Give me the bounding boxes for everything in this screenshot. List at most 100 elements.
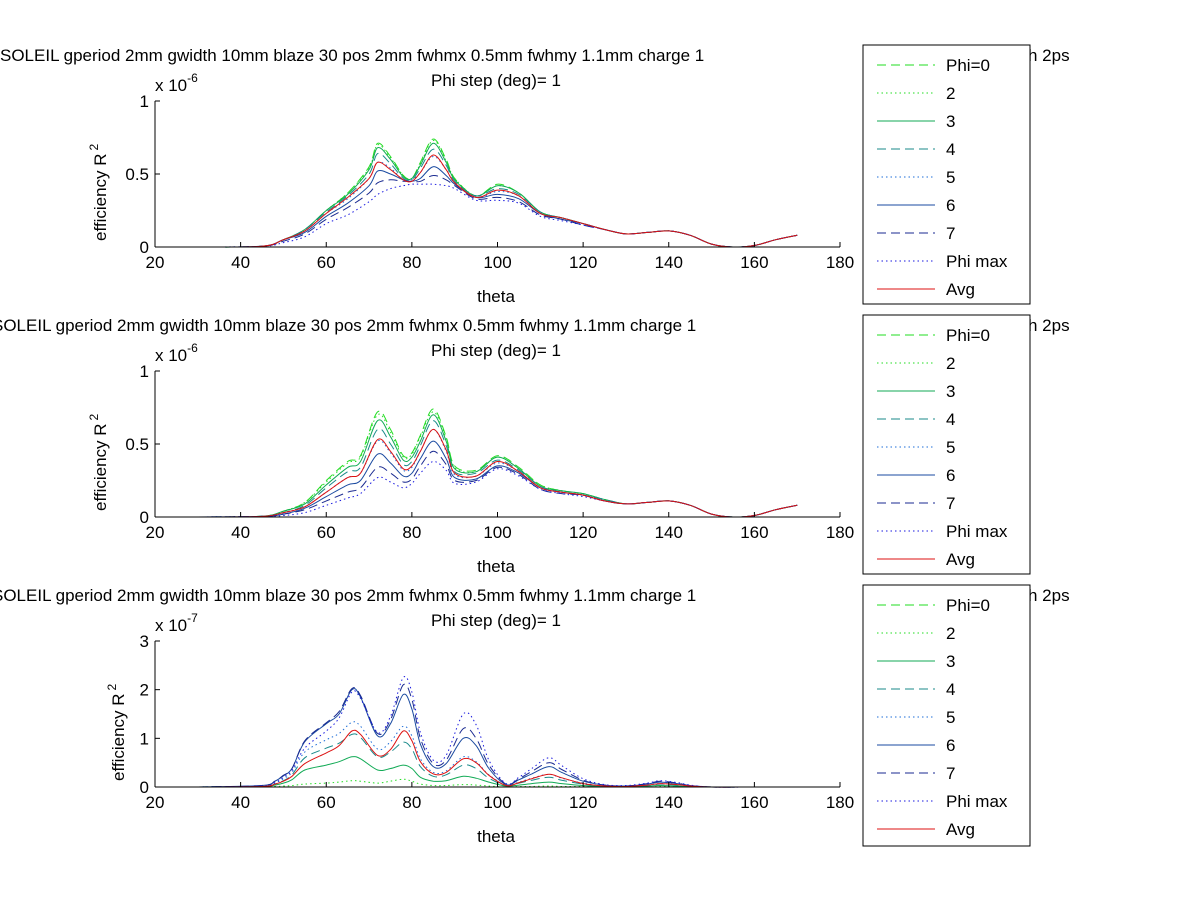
legend-label: 5 <box>946 168 955 187</box>
panel-3: SOLEIL gperiod 2mm gwidth 10mm blaze 30 … <box>0 584 1070 847</box>
legend-label: Phi max <box>946 522 1008 541</box>
panel-3-plot-area: 20 40 60 80 100 120 140 160 180 0 1 2 3 <box>140 632 855 812</box>
y-tick-label: 0.5 <box>125 435 149 454</box>
x-tick-label: 120 <box>569 253 597 272</box>
panel-3-x-axis-label: theta <box>477 827 515 846</box>
x-tick-label: 140 <box>655 523 683 542</box>
x-tick-label: 100 <box>483 253 511 272</box>
legend-label: 7 <box>946 224 955 243</box>
legend-label: 6 <box>946 466 955 485</box>
legend-label: 6 <box>946 736 955 755</box>
panel-1-subtitle: Phi step (deg)= 1 <box>431 71 561 90</box>
y-tick-label: 0 <box>140 508 149 527</box>
panel-2-legend-box <box>862 314 1031 575</box>
x-tick-label: 60 <box>317 523 336 542</box>
y-tick-label: 0.5 <box>125 165 149 184</box>
panel-1-plot-area: 20 40 60 80 100 120 140 160 180 0 0.5 1 <box>125 92 854 272</box>
panel-1-exponent: x 10-6 <box>155 71 198 95</box>
panel-3-series-line-7 <box>197 683 798 788</box>
legend-label: 4 <box>946 410 955 429</box>
panel-3-exponent: x 10-7 <box>155 611 198 635</box>
x-tick-label: 180 <box>826 523 854 542</box>
x-tick-label: 120 <box>569 793 597 812</box>
legend-label: 4 <box>946 680 955 699</box>
panel-2-series-line-7 <box>197 450 798 518</box>
panel-2-plot-area: 20 40 60 80 100 120 140 160 180 0 0.5 1 <box>125 362 854 542</box>
y-tick-label: 3 <box>140 632 149 651</box>
x-tick-label: 40 <box>231 793 250 812</box>
panel-1-series-line-2 <box>197 139 798 248</box>
y-tick-label: 1 <box>140 92 149 111</box>
legend-label: 3 <box>946 652 955 671</box>
panel-2-title: SOLEIL gperiod 2mm gwidth 10mm blaze 30 … <box>0 316 696 335</box>
x-tick-label: 120 <box>569 523 597 542</box>
legend-label: 2 <box>946 354 955 373</box>
legend-label: 2 <box>946 84 955 103</box>
x-tick-label: 20 <box>146 253 165 272</box>
legend-label: Phi=0 <box>946 56 990 75</box>
panel-3-series-line-3 <box>197 756 798 788</box>
panel-1-y-axis-label: efficiency R2 <box>87 143 110 241</box>
x-tick-label: 160 <box>740 793 768 812</box>
x-tick-label: 160 <box>740 523 768 542</box>
legend-label: 7 <box>946 494 955 513</box>
panel-1-series-line-7 <box>197 174 798 248</box>
x-tick-label: 100 <box>483 793 511 812</box>
panel-1-series-line-5 <box>197 156 798 248</box>
x-tick-label: 80 <box>402 253 421 272</box>
legend-label: 3 <box>946 112 955 131</box>
y-tick-label: 0 <box>140 778 149 797</box>
panel-1-series-line-4 <box>197 148 798 248</box>
x-tick-label: 20 <box>146 523 165 542</box>
y-tick-label: 0 <box>140 238 149 257</box>
panel-2-series-line-6 <box>197 440 798 518</box>
panel-2-series-line-2 <box>197 411 798 518</box>
panel-1-series-line-6 <box>197 166 798 248</box>
y-tick-label: 1 <box>140 362 149 381</box>
panel-2-exponent: x 10-6 <box>155 341 198 365</box>
y-tick-label: 2 <box>140 681 149 700</box>
x-tick-label: 180 <box>826 253 854 272</box>
x-tick-label: 140 <box>655 793 683 812</box>
legend-label: 5 <box>946 438 955 457</box>
panel-2: SOLEIL gperiod 2mm gwidth 10mm blaze 30 … <box>0 314 1070 576</box>
panel-3-y-axis-label: efficiency R2 <box>105 683 128 781</box>
x-tick-label: 100 <box>483 523 511 542</box>
panel-3-title-tail: h 2ps <box>1028 586 1070 605</box>
panel-2-series-line-8 <box>197 460 798 518</box>
panel-1-x-axis-label: theta <box>477 287 515 306</box>
x-tick-label: 180 <box>826 793 854 812</box>
legend-label: Phi=0 <box>946 326 990 345</box>
legend-label: 7 <box>946 764 955 783</box>
panel-3-legend-box <box>862 584 1031 847</box>
x-tick-label: 140 <box>655 253 683 272</box>
panel-3-series-line-5 <box>197 721 798 788</box>
panel-2-title-tail: h 2ps <box>1028 316 1070 335</box>
x-tick-label: 40 <box>231 523 250 542</box>
legend-label: Avg <box>946 550 975 569</box>
panel-2-subtitle: Phi step (deg)= 1 <box>431 341 561 360</box>
panel-1-series-line-9 <box>197 154 798 248</box>
panel-2-legend: Phi=0 2 3 4 5 6 7 Phi max Avg <box>862 314 1031 575</box>
legend-label: Phi max <box>946 792 1008 811</box>
panel-3-series-line-8 <box>197 676 798 788</box>
panel-2-series-line-9 <box>197 428 798 518</box>
x-tick-label: 60 <box>317 253 336 272</box>
panel-1-series-line-1 <box>197 138 798 248</box>
panel-1-legend: Phi=0 2 3 4 5 6 7 Phi max Avg <box>862 44 1031 305</box>
panel-3-title: SOLEIL gperiod 2mm gwidth 10mm blaze 30 … <box>0 586 696 605</box>
x-tick-label: 80 <box>402 523 421 542</box>
legend-label: Avg <box>946 820 975 839</box>
y-tick-label: 1 <box>140 729 149 748</box>
panel-1-title-tail: h 2ps <box>1028 46 1070 65</box>
panel-3-series-line-9 <box>197 729 798 788</box>
panel-1: SOLEIL gperiod 2mm gwidth 10mm blaze 30 … <box>0 44 1070 306</box>
panel-2-series-line-5 <box>197 428 798 518</box>
legend-label: Avg <box>946 280 975 299</box>
panel-3-subtitle: Phi step (deg)= 1 <box>431 611 561 630</box>
panel-2-y-axis-label: efficiency R2 <box>87 413 110 511</box>
legend-label: 6 <box>946 196 955 215</box>
panel-1-title: SOLEIL gperiod 2mm gwidth 10mm blaze 30 … <box>0 46 704 65</box>
panel-1-series-line-3 <box>197 142 798 248</box>
